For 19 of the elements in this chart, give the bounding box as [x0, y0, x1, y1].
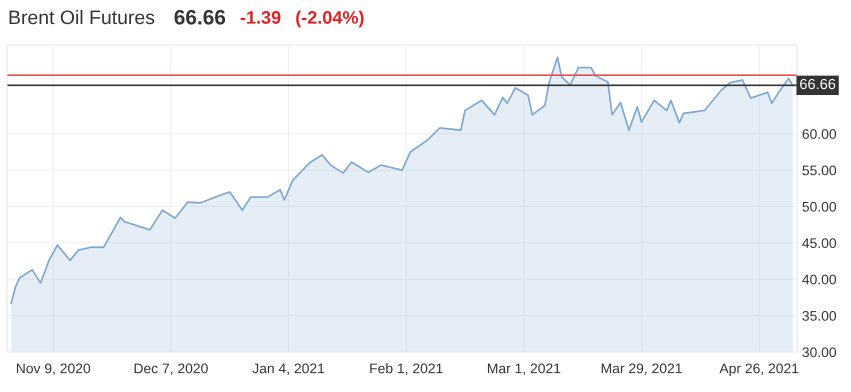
y-tick-label: 60.00	[802, 129, 836, 139]
x-tick-label: Dec 7, 2020	[134, 363, 208, 375]
x-tick-label: Nov 9, 2020	[16, 363, 90, 375]
x-tick-label: Mar 29, 2021	[602, 363, 682, 375]
text: 66.66	[174, 10, 226, 25]
y-tick-label: 45.00	[802, 238, 836, 248]
text: -1.39	[240, 11, 280, 24]
x-tick-label: Mar 1, 2021	[488, 363, 560, 375]
chart-title: Brent Oil Futures	[10, 10, 154, 24]
y-tick-label: 30.00	[802, 347, 836, 358]
y-tick-label: 35.00	[802, 310, 836, 321]
x-tick-label: Apr 26, 2021	[719, 363, 798, 376]
text: (-2.04%)	[296, 10, 364, 28]
ref-line-label: 66.66	[800, 78, 836, 90]
y-tick-label: 40.00	[802, 274, 836, 284]
y-tick-label: 50.00	[802, 202, 836, 212]
x-tick-label: Jan 4, 2021	[252, 363, 324, 375]
x-tick-label: Feb 1, 2021	[370, 363, 443, 375]
y-tick-label: 55.00	[802, 165, 836, 176]
